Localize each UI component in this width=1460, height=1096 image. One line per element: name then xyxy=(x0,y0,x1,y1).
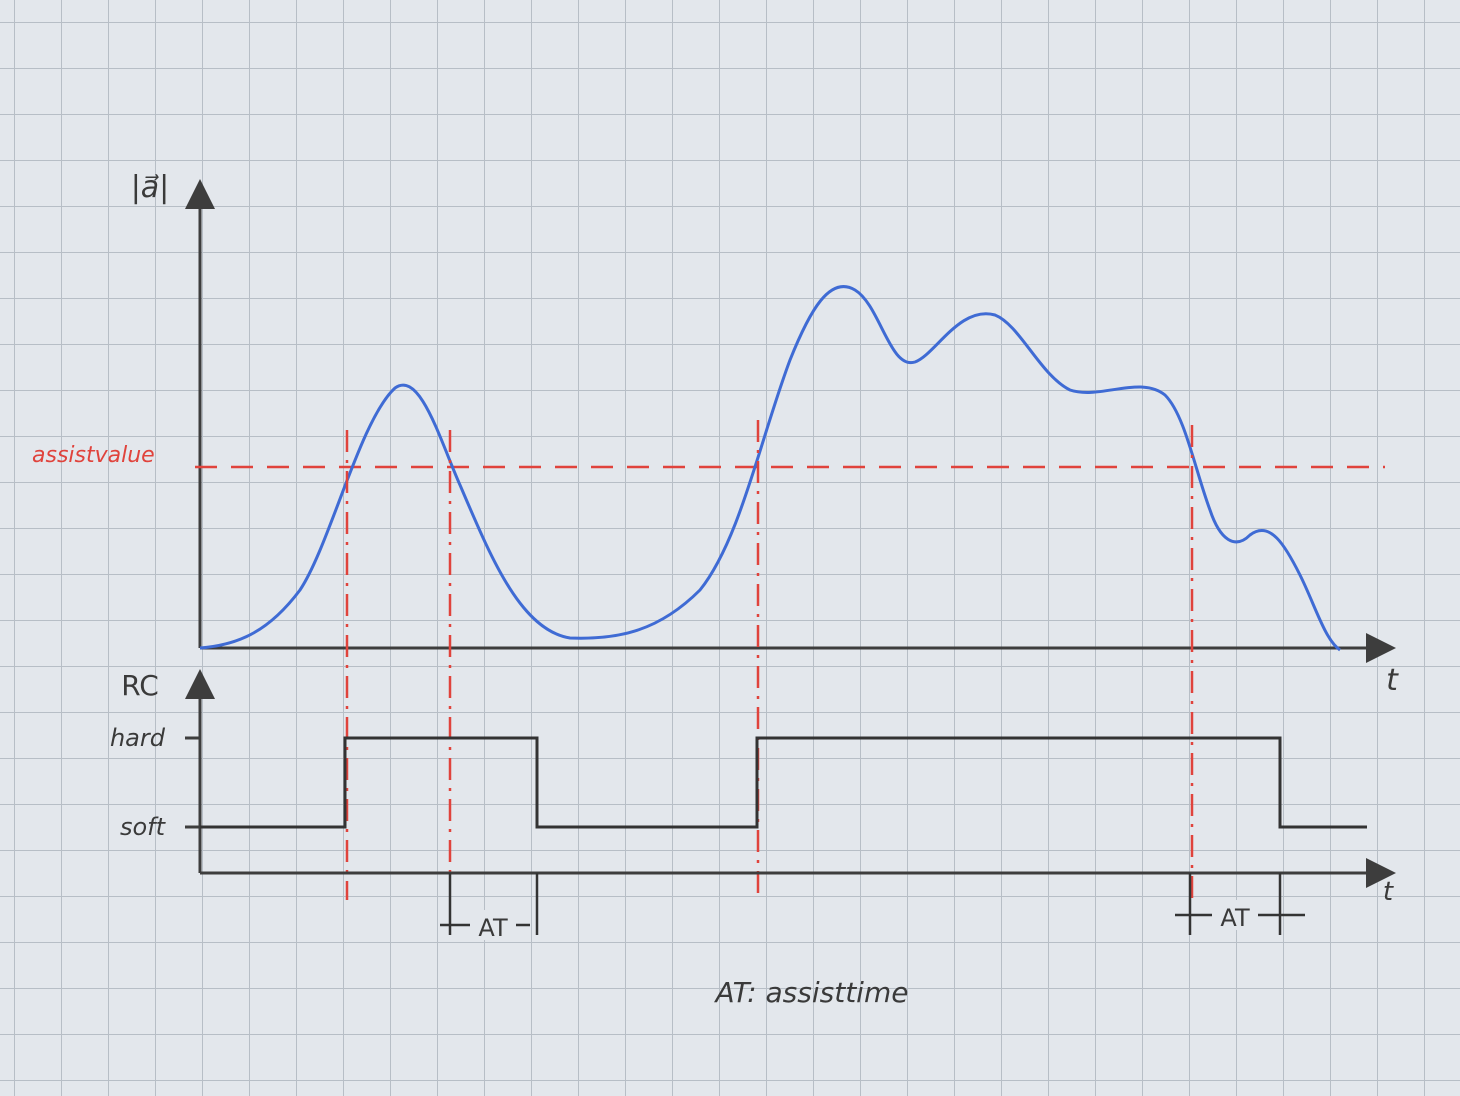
level-label: hard xyxy=(110,724,166,752)
page: |a⃗| t assistvalue RC t hard soft AT AT … xyxy=(0,0,1460,1096)
interval-label: AT xyxy=(1220,904,1250,932)
y-axis-label: RC xyxy=(121,669,159,702)
x-axis-label: t xyxy=(1386,663,1399,698)
interval-label: AT xyxy=(478,914,508,942)
diagram: |a⃗| t assistvalue RC t hard soft AT AT … xyxy=(0,0,1460,1096)
legend: AT: assisttime xyxy=(714,976,909,1009)
x-axis-label: t xyxy=(1383,877,1394,907)
threshold-label: assistvalue xyxy=(32,443,155,468)
y-axis-label: |a⃗| xyxy=(131,170,170,205)
level-label: soft xyxy=(120,813,167,841)
